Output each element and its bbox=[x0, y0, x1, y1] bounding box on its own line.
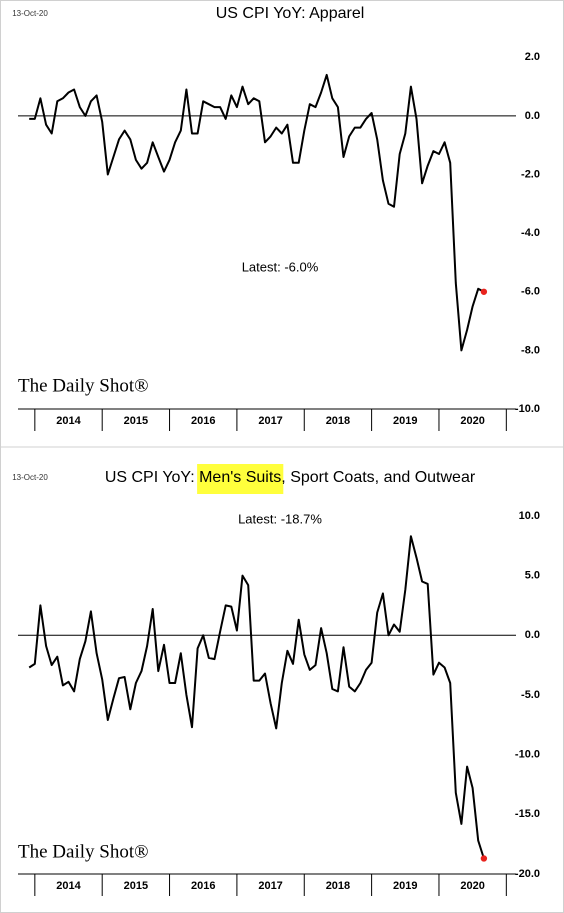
y-tick-label: -8.0 bbox=[521, 344, 540, 356]
title-part: , Sport Coats, and Outwear bbox=[281, 469, 476, 486]
data-line bbox=[29, 73, 485, 352]
x-tick-label: 2016 bbox=[191, 880, 215, 892]
date-label: 13-Oct-20 bbox=[12, 9, 48, 18]
x-tick-label: 2019 bbox=[393, 415, 417, 427]
y-tick-label: -2.0 bbox=[521, 168, 540, 180]
y-tick-label: -10.0 bbox=[515, 403, 540, 415]
y-tick-label: 0.0 bbox=[525, 110, 540, 122]
y-tick-label: 10.0 bbox=[519, 510, 540, 522]
y-tick-label: -6.0 bbox=[521, 286, 540, 298]
annotation: Latest: -6.0% bbox=[242, 259, 319, 274]
y-tick-label: -4.0 bbox=[521, 227, 540, 239]
chart-title: US CPI YoY: Apparel bbox=[216, 5, 365, 22]
x-tick-label: 2017 bbox=[258, 415, 282, 427]
source-logo: The Daily Shot® bbox=[18, 841, 149, 862]
x-tick-label: 2020 bbox=[460, 415, 484, 427]
y-tick-label: -5.0 bbox=[521, 689, 540, 701]
title-part: US CPI YoY: bbox=[105, 469, 199, 486]
x-tick-label: 2014 bbox=[56, 880, 81, 892]
y-tick-label: 0.0 bbox=[525, 629, 540, 641]
y-tick-label: -20.0 bbox=[515, 868, 540, 880]
source-logo: The Daily Shot® bbox=[18, 375, 149, 396]
y-tick-label: 2.0 bbox=[525, 51, 540, 63]
x-tick-label: 2015 bbox=[124, 415, 148, 427]
x-tick-label: 2019 bbox=[393, 880, 417, 892]
latest-marker bbox=[480, 855, 488, 862]
x-tick-label: 2017 bbox=[258, 880, 282, 892]
annotation: Latest: -18.7% bbox=[238, 511, 322, 526]
title-part: Men's Suits bbox=[199, 469, 281, 486]
x-tick-label: 2016 bbox=[191, 415, 215, 427]
x-tick-label: 2015 bbox=[124, 880, 148, 892]
x-tick-label: 2018 bbox=[326, 415, 350, 427]
title-highlight bbox=[197, 464, 284, 494]
y-tick-label: -10.0 bbox=[515, 749, 540, 761]
y-tick-label: 5.0 bbox=[525, 569, 540, 581]
x-tick-label: 2018 bbox=[326, 880, 350, 892]
latest-marker bbox=[480, 288, 488, 295]
x-tick-label: 2020 bbox=[460, 880, 484, 892]
title-part: US CPI YoY: Apparel bbox=[216, 5, 365, 22]
y-tick-label: -15.0 bbox=[515, 808, 540, 820]
chart-title: US CPI YoY: Men's Suits, Sport Coats, an… bbox=[105, 469, 476, 486]
x-tick-label: 2014 bbox=[56, 415, 81, 427]
date-label: 13-Oct-20 bbox=[12, 473, 48, 482]
data-line bbox=[28, 535, 485, 859]
